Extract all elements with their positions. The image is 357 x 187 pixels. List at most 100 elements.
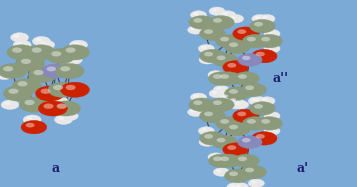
Circle shape [216,117,241,130]
Circle shape [223,143,248,156]
Circle shape [25,100,35,105]
Circle shape [58,117,64,120]
Circle shape [217,138,226,142]
Circle shape [190,27,196,30]
Circle shape [216,34,241,48]
Circle shape [220,74,229,79]
Circle shape [55,115,72,124]
Circle shape [3,66,13,71]
Circle shape [233,183,249,187]
Circle shape [36,86,65,101]
Circle shape [202,57,207,60]
Circle shape [251,132,277,145]
Circle shape [4,102,10,105]
Circle shape [220,119,229,124]
Circle shape [264,29,280,38]
Circle shape [66,85,76,90]
Circle shape [245,168,254,172]
Circle shape [225,122,250,136]
Circle shape [209,7,225,16]
Text: a'': a'' [272,72,288,85]
Circle shape [216,72,241,85]
Circle shape [230,184,235,187]
Circle shape [252,14,268,23]
Circle shape [12,79,41,94]
Circle shape [53,85,63,90]
Circle shape [4,86,32,101]
Circle shape [212,53,238,67]
Circle shape [213,100,222,105]
Circle shape [23,115,41,124]
Circle shape [51,51,61,56]
Circle shape [264,127,280,135]
Circle shape [73,42,79,45]
Circle shape [256,134,265,139]
Circle shape [204,112,213,116]
Circle shape [204,52,213,56]
Circle shape [254,104,263,109]
Circle shape [225,169,250,183]
Circle shape [20,97,48,112]
Circle shape [46,66,56,71]
Circle shape [14,34,20,38]
Circle shape [259,14,275,23]
Circle shape [193,100,202,105]
Circle shape [212,8,217,11]
Circle shape [198,45,214,53]
Circle shape [233,109,258,123]
Circle shape [202,139,207,142]
Circle shape [193,18,202,23]
Circle shape [48,82,77,97]
Circle shape [208,70,224,79]
Circle shape [227,63,236,68]
Circle shape [233,72,259,85]
Circle shape [55,63,84,79]
Circle shape [190,109,196,112]
Circle shape [188,108,204,116]
Circle shape [250,102,275,115]
Circle shape [213,74,222,79]
Circle shape [213,18,222,23]
Circle shape [208,153,224,161]
Circle shape [201,128,207,131]
Circle shape [217,56,226,60]
Circle shape [233,101,249,109]
Circle shape [188,26,204,34]
Circle shape [213,86,229,94]
Circle shape [64,113,70,116]
Circle shape [227,101,243,109]
Circle shape [211,72,216,75]
Circle shape [216,169,222,172]
Circle shape [227,183,243,187]
Circle shape [1,100,19,109]
Circle shape [39,101,67,116]
Circle shape [229,42,238,47]
Circle shape [264,112,280,120]
Circle shape [37,40,55,50]
Circle shape [251,98,257,101]
Circle shape [230,98,236,101]
Circle shape [46,49,75,64]
Circle shape [21,59,31,64]
Circle shape [27,45,55,60]
Circle shape [228,14,244,23]
Circle shape [0,70,13,79]
Circle shape [32,47,42,53]
Circle shape [208,98,234,111]
Circle shape [60,45,89,60]
Circle shape [34,70,44,75]
Circle shape [64,55,82,65]
Circle shape [252,97,268,105]
Circle shape [57,104,67,109]
Circle shape [230,16,236,19]
Circle shape [208,16,234,29]
Circle shape [29,67,57,82]
Text: a': a' [297,162,309,175]
Circle shape [42,64,69,78]
Circle shape [212,91,217,94]
Circle shape [255,16,260,19]
Circle shape [11,33,29,42]
Circle shape [52,101,81,116]
Circle shape [235,102,241,105]
Circle shape [191,11,206,19]
